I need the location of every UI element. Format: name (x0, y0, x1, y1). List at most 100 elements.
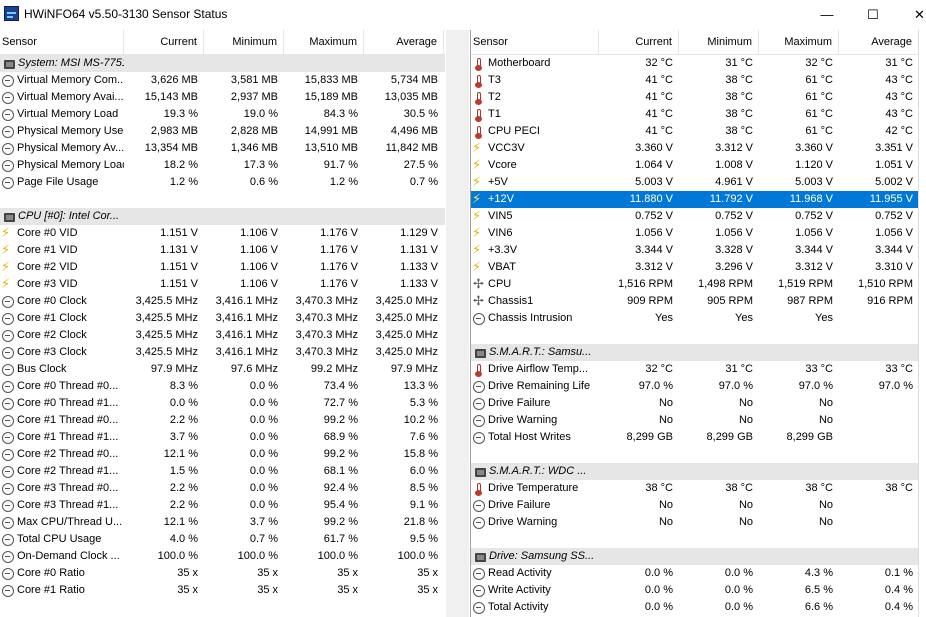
column-header-current[interactable]: Current (124, 30, 204, 54)
sensor-row[interactable]: Core #2 VID 1.151 V 1.106 V 1.176 V 1.133 V (0, 259, 445, 276)
sensor-row[interactable]: Chassis Intrusion Yes Yes Yes (471, 310, 919, 327)
sensor-row[interactable]: Core #1 Clock 3,425.5 MHz 3,416.1 MHz 3,470… (0, 310, 445, 327)
sensor-name-cell: CPU (471, 276, 599, 293)
sensor-label: Drive Airflow Temp... (488, 363, 589, 375)
column-header-sensor[interactable]: Sensor (0, 30, 124, 54)
sensor-row[interactable]: Vcore 1.064 V 1.008 V 1.120 V 1.051 V (471, 157, 919, 174)
sensor-row[interactable]: VIN5 0.752 V 0.752 V 0.752 V 0.752 V (471, 208, 919, 225)
sensor-row[interactable]: +12V 11.880 V 11.792 V 11.968 V 11.955 V (471, 191, 919, 208)
sensor-row[interactable]: Virtual Memory Com... 3,626 MB 3,581 MB 15,… (0, 72, 445, 89)
maximum-value: 3,470.3 MHz (295, 346, 358, 358)
sensor-label: Core #1 Thread #0... (17, 414, 119, 426)
sensor-row[interactable]: On-Demand Clock ... 100.0 % 100.0 % 100.0 %… (0, 548, 445, 565)
current-value: 35 x (177, 584, 198, 596)
maximize-button[interactable]: ☐ (867, 7, 879, 22)
sensor-group-header[interactable]: System: MSI MS-7751 (0, 55, 445, 72)
column-header-maximum[interactable]: Maximum (759, 30, 839, 54)
sensor-row[interactable]: Core #0 Thread #0... 8.3 % 0.0 % 73.4 % 13.3… (0, 378, 445, 395)
close-button[interactable]: ✕ (914, 7, 925, 22)
sensor-row[interactable]: Core #0 VID 1.151 V 1.106 V 1.176 V 1.129 V (0, 225, 445, 242)
bolt-icon (1, 276, 14, 293)
sensor-label: Core #3 Thread #1... (17, 499, 119, 511)
sensor-row[interactable]: Drive Failure No No No (471, 497, 919, 514)
sensor-row[interactable]: Physical Memory Used 2,983 MB 2,828 MB 14,9… (0, 123, 445, 140)
sensor-row[interactable]: T3 41 °C 38 °C 61 °C 43 °C (471, 72, 919, 89)
sensor-group-header[interactable]: S.M.A.R.T.: Samsu... (471, 344, 919, 361)
sensor-row[interactable]: VCC3V 3.360 V 3.312 V 3.360 V 3.351 V (471, 140, 919, 157)
sensor-row[interactable]: VIN6 1.056 V 1.056 V 1.056 V 1.056 V (471, 225, 919, 242)
sensor-row[interactable]: VBAT 3.312 V 3.296 V 3.312 V 3.310 V (471, 259, 919, 276)
minimum-value: 38 °C (725, 108, 753, 120)
sensor-row[interactable]: Write Activity 0.0 % 0.0 % 6.5 % 0.4 % (471, 582, 919, 599)
column-header-sensor[interactable]: Sensor (471, 30, 599, 54)
sensor-group-header[interactable]: Drive: Samsung SS... (471, 548, 919, 565)
sensor-group-header[interactable]: CPU [#0]: Intel Cor... (0, 208, 445, 225)
sensor-row[interactable]: Core #3 Clock 3,425.5 MHz 3,416.1 MHz 3,470… (0, 344, 445, 361)
sensor-row[interactable]: CPU PECI 41 °C 38 °C 61 °C 42 °C (471, 123, 919, 140)
sensor-row[interactable]: Bus Clock 97.9 MHz 97.6 MHz 99.2 MHz 97.9 MH… (0, 361, 445, 378)
average-value: 21.8 % (403, 516, 438, 528)
minimum-value: 2,828 MB (230, 125, 278, 137)
sensor-row[interactable]: Core #1 Thread #0... 2.2 % 0.0 % 99.2 % 10.2… (0, 412, 445, 429)
sensor-group-header[interactable]: S.M.A.R.T.: WDC ... (471, 463, 919, 480)
sensor-row[interactable]: CPU 1,516 RPM 1,498 RPM 1,519 RPM 1,510 RPM (471, 276, 919, 293)
average-value: 38 °C (885, 482, 913, 494)
sensor-row[interactable]: Virtual Memory Load 19.3 % 19.0 % 84.3 % 30.… (0, 106, 445, 123)
sensor-row[interactable]: +3.3V 3.344 V 3.328 V 3.344 V 3.344 V (471, 242, 919, 259)
sensor-row[interactable]: Core #1 Ratio 35 x 35 x 35 x 35 x (0, 582, 445, 599)
vertical-scrollbar[interactable] (918, 30, 926, 617)
minimum-value (204, 208, 284, 225)
sensor-row[interactable]: Motherboard 32 °C 31 °C 32 °C 31 °C (471, 55, 919, 72)
sensor-row[interactable]: Core #2 Clock 3,425.5 MHz 3,416.1 MHz 3,470… (0, 327, 445, 344)
sensor-name-cell: T2 (471, 89, 599, 106)
sensor-row[interactable]: Total CPU Usage 4.0 % 0.7 % 61.7 % 9.5 % (0, 531, 445, 548)
sensor-row[interactable]: +5V 5.003 V 4.961 V 5.003 V 5.002 V (471, 174, 919, 191)
column-header-minimum[interactable]: Minimum (204, 30, 284, 54)
bolt-icon (472, 157, 485, 174)
sensor-row[interactable]: Read Activity 0.0 % 0.0 % 4.3 % 0.1 % (471, 565, 919, 582)
column-header-current[interactable]: Current (599, 30, 679, 54)
minimize-button[interactable]: — (820, 7, 834, 22)
left-sensor-pane: Sensor Current Minimum Maximum Average S… (0, 30, 445, 617)
sensor-row[interactable]: Drive Remaining Life 97.0 % 97.0 % 97.0 % 97… (471, 378, 919, 395)
sensor-row[interactable]: Drive Failure No No No (471, 395, 919, 412)
current-value: 1.5 % (169, 465, 198, 477)
sensor-row[interactable]: Drive Warning No No No (471, 412, 919, 429)
sensor-row[interactable]: Physical Memory Load 18.2 % 17.3 % 91.7 % 27… (0, 157, 445, 174)
sensor-row[interactable]: Page File Usage 1.2 % 0.6 % 1.2 % 0.7 % (0, 174, 445, 191)
column-header-average[interactable]: Average (364, 30, 444, 54)
sensor-row[interactable]: T1 41 °C 38 °C 61 °C 43 °C (471, 106, 919, 123)
maximum-value: 1,519 RPM (777, 278, 833, 290)
sensor-row[interactable]: Core #1 VID 1.131 V 1.106 V 1.176 V 1.131 V (0, 242, 445, 259)
maximum-value: Yes (815, 312, 833, 324)
sensor-row[interactable]: Core #0 Thread #1... 0.0 % 0.0 % 72.7 % 5.3 … (0, 395, 445, 412)
maximum-value (759, 548, 839, 565)
sensor-row[interactable]: Core #3 VID 1.151 V 1.106 V 1.176 V 1.133 V (0, 276, 445, 293)
chip-icon (4, 59, 15, 69)
maximum-value (759, 463, 839, 480)
sensor-row[interactable]: Core #3 Thread #1... 2.2 % 0.0 % 95.4 % 9.1 … (0, 497, 445, 514)
pane-separator[interactable] (446, 30, 469, 617)
column-header-maximum[interactable]: Maximum (284, 30, 364, 54)
sensor-row[interactable]: Core #3 Thread #0... 2.2 % 0.0 % 92.4 % 8.5 … (0, 480, 445, 497)
sensor-row[interactable]: Total Host Writes 8,299 GB 8,299 GB 8,299 G… (471, 429, 919, 446)
sensor-row[interactable]: Chassis1 909 RPM 905 RPM 987 RPM 916 RPM (471, 293, 919, 310)
sensor-row[interactable]: T2 41 °C 38 °C 61 °C 43 °C (471, 89, 919, 106)
sensor-row[interactable]: Drive Airflow Temp... 32 °C 31 °C 33 °C 33 °… (471, 361, 919, 378)
average-value (839, 344, 919, 361)
sensor-row[interactable]: Core #2 Thread #1... 1.5 % 0.0 % 68.1 % 6.0 … (0, 463, 445, 480)
column-header-average[interactable]: Average (839, 30, 919, 54)
sensor-row[interactable]: Total Activity 0.0 % 0.0 % 6.6 % 0.4 % (471, 599, 919, 616)
sensor-row[interactable]: Virtual Memory Avai... 15,143 MB 2,937 MB 1… (0, 89, 445, 106)
maximum-value: 1.2 % (329, 176, 358, 188)
sensor-row[interactable]: Core #0 Ratio 35 x 35 x 35 x 35 x (0, 565, 445, 582)
sensor-row[interactable]: Core #0 Clock 3,425.5 MHz 3,416.1 MHz 3,470… (0, 293, 445, 310)
sensor-row[interactable]: Drive Temperature 38 °C 38 °C 38 °C 38 °C (471, 480, 919, 497)
sensor-row[interactable]: Physical Memory Av... 13,354 MB 1,346 MB 13… (0, 140, 445, 157)
sensor-row[interactable]: Core #1 Thread #1... 3.7 % 0.0 % 68.9 % 7.6 … (0, 429, 445, 446)
fan-icon (473, 293, 485, 310)
sensor-row[interactable]: Max CPU/Thread U... 12.1 % 3.7 % 99.2 % 21.8… (0, 514, 445, 531)
column-header-minimum[interactable]: Minimum (679, 30, 759, 54)
sensor-row[interactable]: Drive Warning No No No (471, 514, 919, 531)
sensor-row[interactable]: Core #2 Thread #0... 12.1 % 0.0 % 99.2 % 15.… (0, 446, 445, 463)
